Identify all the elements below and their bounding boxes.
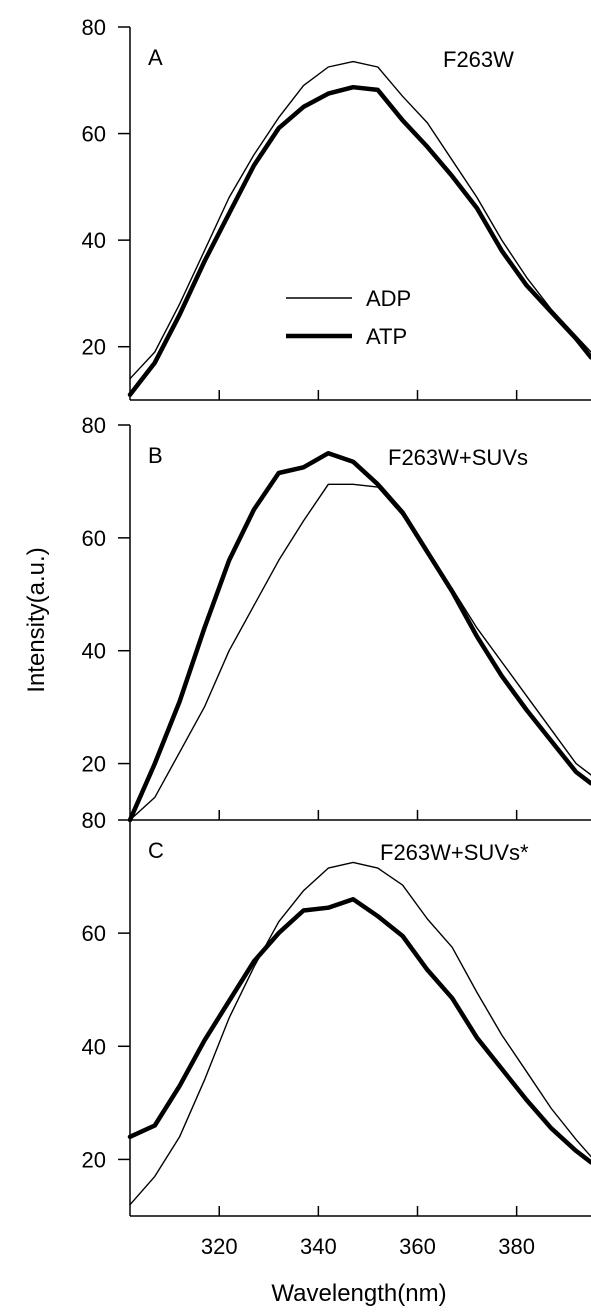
panel-annotation: F263W+SUVs <box>388 445 528 470</box>
x-tick-label: 340 <box>300 1234 337 1259</box>
panel-letter: A <box>148 45 163 70</box>
x-tick-label: 320 <box>201 1234 238 1259</box>
y-tick-label: 20 <box>82 1147 106 1172</box>
series-line-adp <box>129 483 591 821</box>
panel-c: 20 40 60 80 320 340 360 380 C F263W+SUVs* <box>82 808 591 1259</box>
y-tick-label: 80 <box>82 808 106 833</box>
panel-annotation: F263W+SUVs* <box>380 840 529 865</box>
y-tick-label: 60 <box>82 526 106 551</box>
series-line-atp <box>127 450 591 823</box>
y-tick-label: 40 <box>82 1034 106 1059</box>
y-tick-label: 20 <box>82 752 106 777</box>
series-line-atp <box>127 84 591 397</box>
y-tick-label: 80 <box>82 15 106 40</box>
y-tick-label: 60 <box>82 122 106 147</box>
series-line-adp <box>129 60 591 380</box>
x-axis-label: Wavelength(nm) <box>271 1280 446 1307</box>
panel-a: 20 40 60 80 A F263W ADP ATP <box>82 15 591 401</box>
legend-label-atp: ATP <box>366 324 407 349</box>
panel-letter: C <box>148 838 164 863</box>
y-tick-label: 40 <box>82 228 106 253</box>
panel-b: 20 40 60 80 B F263W+SUVs <box>82 413 591 823</box>
x-tick-label: 380 <box>498 1234 535 1259</box>
y-axis-label: Intensity(a.u.) <box>23 547 50 692</box>
y-tick-label: 60 <box>82 921 106 946</box>
series-line-adp <box>129 861 591 1206</box>
legend-label-adp: ADP <box>366 286 411 311</box>
panel-annotation: F263W <box>443 47 514 72</box>
panel-letter: B <box>148 443 163 468</box>
series-line-atp <box>127 896 591 1165</box>
y-tick-label: 40 <box>82 639 106 664</box>
legend: ADP ATP <box>286 286 411 349</box>
x-tick-label: 360 <box>399 1234 436 1259</box>
y-tick-label: 20 <box>82 335 106 360</box>
y-tick-label: 80 <box>82 413 106 438</box>
